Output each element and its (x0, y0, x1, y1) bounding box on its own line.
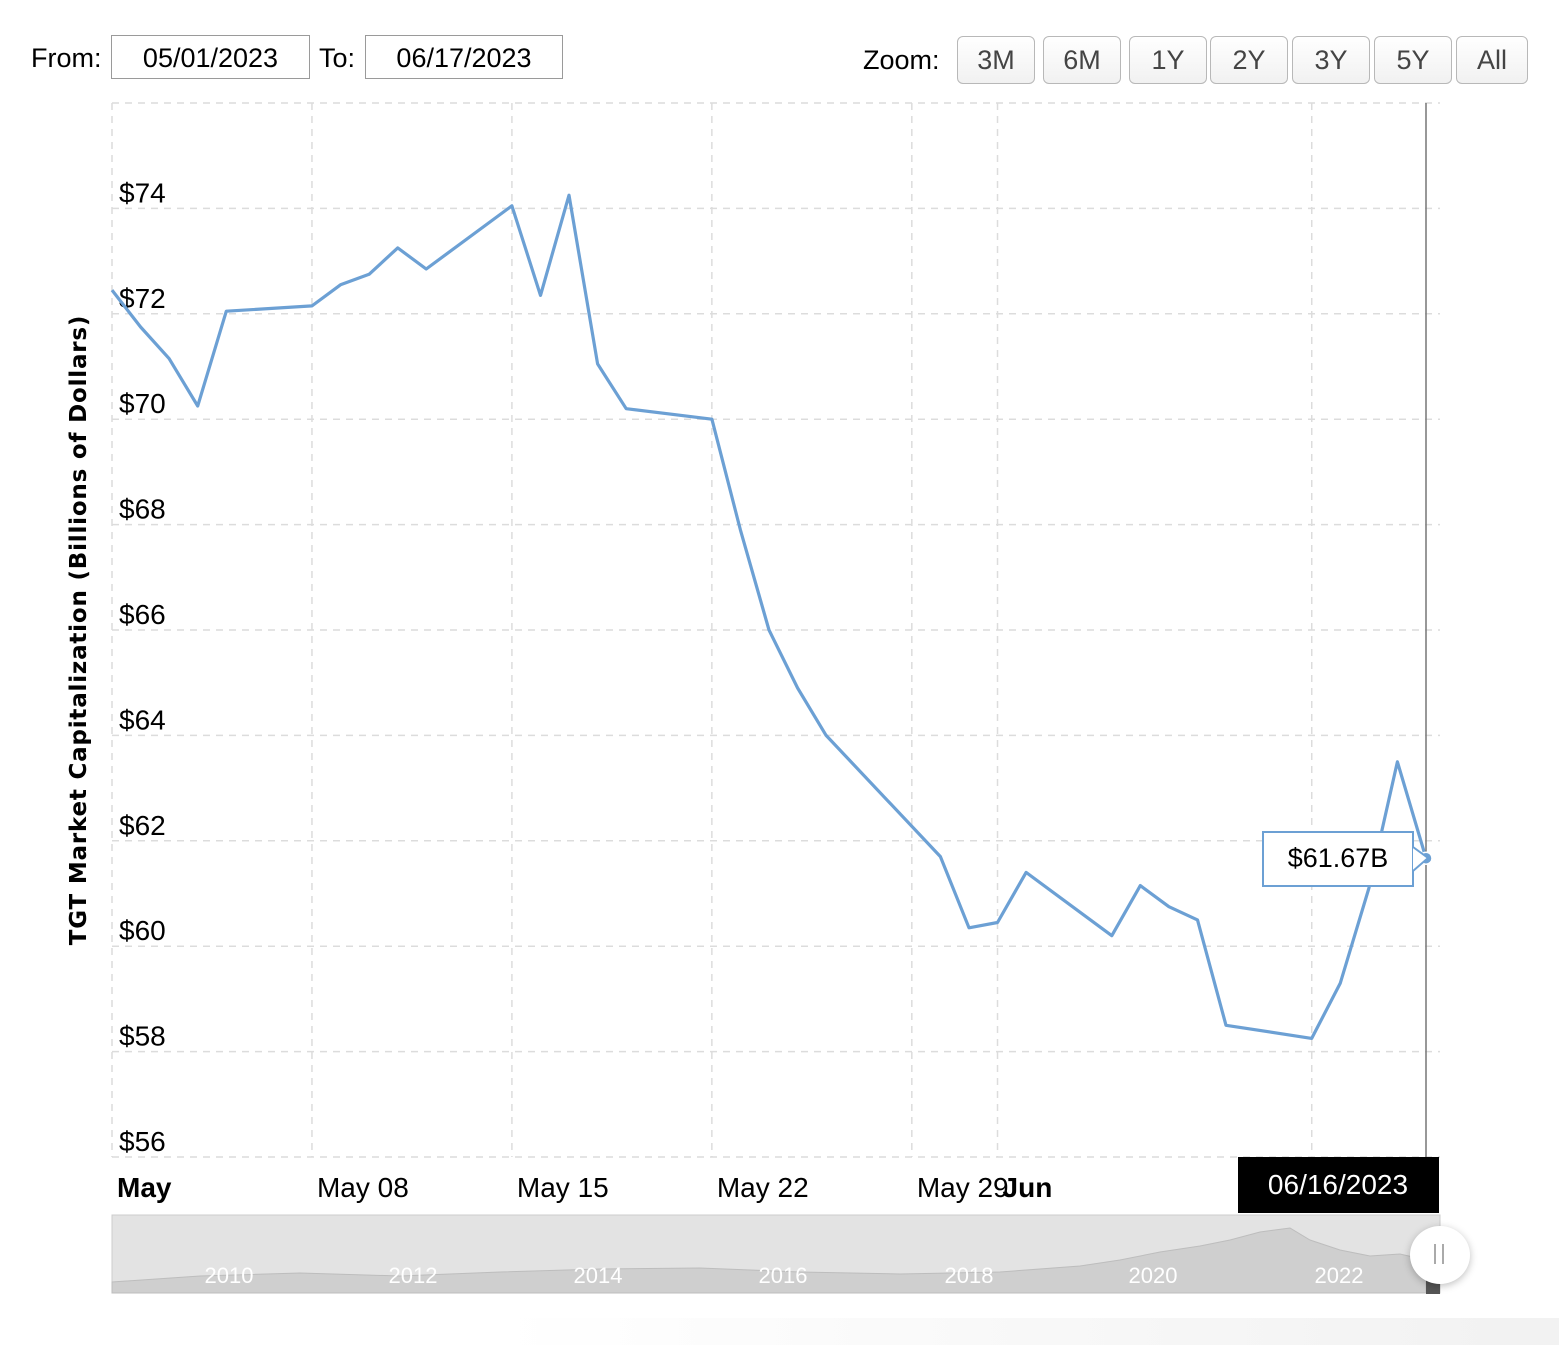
y-axis-ticks: $56$58$60$62$64$66$68$70$72$74 (119, 177, 166, 1157)
bottom-shadow (500, 1318, 1559, 1345)
y-tick-label: $58 (119, 1021, 166, 1052)
navigator-year-label: 2012 (389, 1263, 438, 1288)
to-date-input[interactable]: 06/17/2023 (365, 35, 563, 79)
navigator-year-label: 2016 (759, 1263, 808, 1288)
cursor-date-box (1238, 1157, 1439, 1213)
x-tick-label: May 08 (317, 1172, 409, 1203)
zoom-label: Zoom: (863, 45, 940, 75)
x-tick-label: Jun (1003, 1172, 1053, 1203)
navigator-year-label: 2020 (1129, 1263, 1178, 1288)
y-tick-label: $70 (119, 388, 166, 419)
x-tick-label: May (117, 1172, 172, 1203)
navigator-year-label: 2022 (1315, 1263, 1364, 1288)
y-tick-label: $68 (119, 494, 166, 525)
zoom-6m-button[interactable]: 6M (1043, 36, 1121, 84)
x-tick-label: May 22 (717, 1172, 809, 1203)
y-tick-label: $66 (119, 599, 166, 630)
y-tick-label: $56 (119, 1126, 166, 1157)
zoom-3m-button[interactable]: 3M (957, 36, 1035, 84)
tooltip-value: $61.67B (1288, 843, 1389, 873)
zoom-all-button[interactable]: All (1456, 36, 1528, 84)
y-tick-label: $64 (119, 704, 166, 735)
grid (111, 102, 1440, 1158)
zoom-2y-button[interactable]: 2Y (1210, 36, 1288, 84)
grip-icon (1434, 1244, 1444, 1264)
navigator-year-label: 2018 (945, 1263, 994, 1288)
zoom-1y-button[interactable]: 1Y (1129, 36, 1207, 84)
series-line (110, 193, 1428, 1041)
y-tick-label: $62 (119, 810, 166, 841)
from-date-input[interactable]: 05/01/2023 (111, 35, 310, 79)
zoom-3y-button[interactable]: 3Y (1292, 36, 1370, 84)
to-label: To: (319, 43, 356, 73)
navigator-area (111, 1227, 1427, 1294)
x-tick-label: May 29 (917, 1172, 1009, 1203)
y-tick-label: $60 (119, 915, 166, 946)
y-tick-label: $74 (119, 177, 166, 208)
x-tick-label: May 15 (517, 1172, 609, 1203)
zoom-5y-button[interactable]: 5Y (1374, 36, 1452, 84)
tooltip-box (1262, 831, 1414, 887)
navigator-year-label: 2010 (205, 1263, 254, 1288)
tooltip-arrow (1412, 846, 1430, 872)
navigator[interactable]: 2010 2012 2014 2016 2018 2020 2022 (111, 1214, 1441, 1294)
from-label: From: (31, 43, 102, 73)
navigator-year-label: 2014 (574, 1263, 623, 1288)
navigator-handle[interactable] (1410, 1226, 1470, 1284)
tooltip: $61.67B 06/16/2023 (1238, 831, 1439, 1213)
cursor-date-label: 06/16/2023 (1268, 1169, 1408, 1200)
